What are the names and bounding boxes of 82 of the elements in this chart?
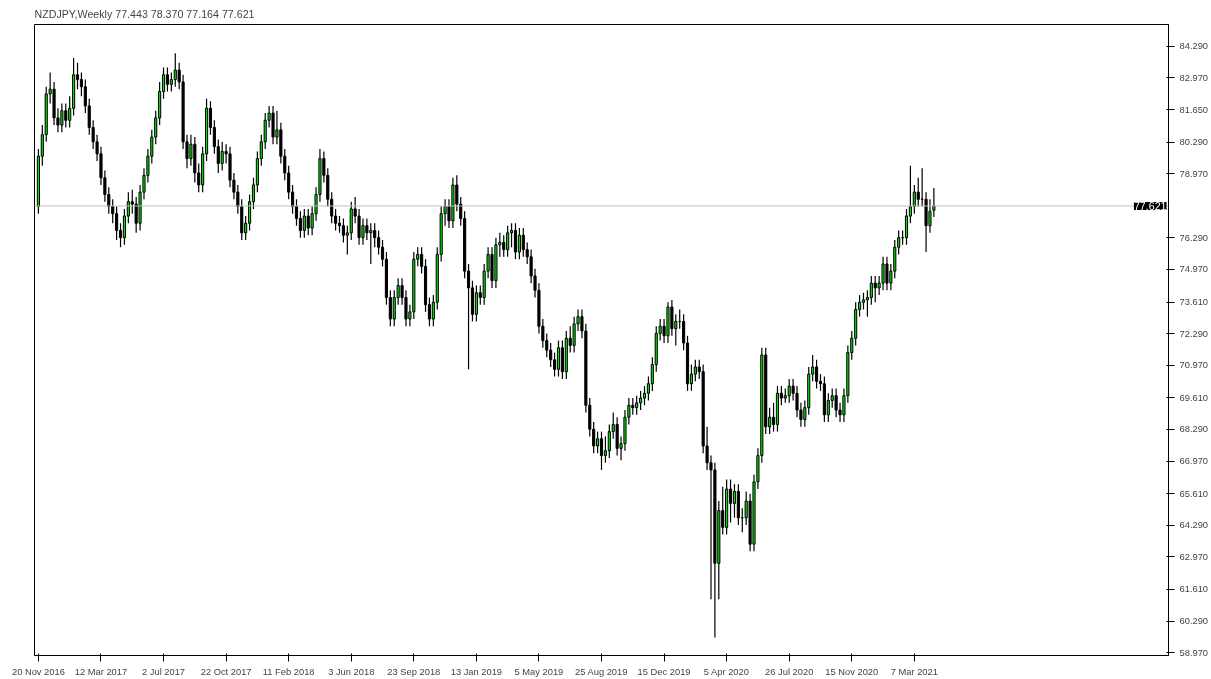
y-tick-label: 80.290 xyxy=(1179,137,1209,148)
y-tick-label: 81.650 xyxy=(1179,104,1209,115)
candlestick xyxy=(553,351,557,378)
candlestick xyxy=(64,102,68,129)
y-tick-label: 58.970 xyxy=(1179,647,1209,658)
candlestick xyxy=(869,275,873,306)
x-tick-label: 25 Aug 2019 xyxy=(575,666,628,677)
candlestick xyxy=(615,416,619,457)
y-tick-label: 72.290 xyxy=(1179,328,1209,339)
candlestick xyxy=(349,201,353,241)
y-tick-label: 62.970 xyxy=(1179,551,1209,562)
candlestick xyxy=(502,234,506,258)
x-tick-label: 5 Apr 2020 xyxy=(703,666,749,677)
x-tick-label: 15 Nov 2020 xyxy=(825,666,879,677)
ref-line-label: 77.621 xyxy=(1133,199,1167,212)
y-tick-label: 76.290 xyxy=(1179,232,1209,243)
candlestick xyxy=(361,217,365,246)
candlestick xyxy=(306,208,310,236)
candlestick xyxy=(728,478,733,524)
candlestick xyxy=(599,431,604,471)
y-tick-label: 69.610 xyxy=(1179,392,1209,403)
y-tick-label: 84.290 xyxy=(1179,41,1209,52)
candlestick xyxy=(549,342,553,368)
x-tick-label: 2 Jul 2017 xyxy=(142,666,186,677)
candlestick xyxy=(392,289,396,327)
y-tick-label: 65.610 xyxy=(1179,488,1209,499)
x-tick-label: 5 May 2019 xyxy=(514,666,564,677)
candlestick xyxy=(60,102,64,133)
x-tick-label: 11 Feb 2018 xyxy=(262,666,315,677)
candlestick xyxy=(513,222,518,260)
candlestick xyxy=(271,105,275,145)
candlestick xyxy=(556,340,561,378)
candlestick xyxy=(814,359,819,390)
y-tick-label: 61.610 xyxy=(1179,584,1209,595)
candlestick xyxy=(596,431,600,454)
y-tick-label: 66.970 xyxy=(1179,456,1209,467)
candlestick xyxy=(294,198,299,227)
candlestick xyxy=(165,67,170,93)
candlestick xyxy=(834,387,838,418)
candlestick xyxy=(298,210,302,239)
x-tick-label: 23 Sep 2018 xyxy=(387,666,441,677)
candlestick xyxy=(474,284,478,323)
candlestick xyxy=(639,390,643,411)
candlestick xyxy=(369,222,373,265)
candlestick xyxy=(373,222,377,248)
y-tick-label: 74.970 xyxy=(1179,264,1209,275)
candlestick xyxy=(787,378,791,404)
x-tick-label: 22 Oct 2017 xyxy=(200,666,252,677)
candlestick xyxy=(642,385,647,406)
candlestick xyxy=(603,435,607,464)
candlestick xyxy=(885,256,889,291)
x-tick-label: 26 Jul 2020 xyxy=(765,666,814,677)
y-tick-label: 78.970 xyxy=(1179,168,1209,179)
candlestick xyxy=(732,483,737,519)
x-tick-label: 13 Jan 2019 xyxy=(450,666,503,677)
x-tick-label: 15 Dec 2019 xyxy=(637,666,691,677)
candlestick xyxy=(302,208,306,239)
candlestick xyxy=(635,395,639,416)
y-tick-label: 64.290 xyxy=(1179,520,1209,531)
y-tick-label: 73.610 xyxy=(1179,297,1209,308)
y-tick-label: 60.290 xyxy=(1179,616,1209,627)
x-tick-label: 3 Jun 2018 xyxy=(328,666,375,677)
candlestick xyxy=(521,227,525,258)
candlestick xyxy=(517,227,521,260)
candlestick xyxy=(341,217,345,244)
x-tick-label: 12 Mar 2017 xyxy=(74,666,128,677)
candlestick xyxy=(607,423,611,459)
candlestick xyxy=(115,205,119,241)
candlestick xyxy=(173,52,177,88)
y-tick-label: 82.970 xyxy=(1179,72,1209,83)
candlestick xyxy=(881,256,885,291)
candlestick xyxy=(169,71,173,93)
y-tick-label: 70.970 xyxy=(1179,360,1209,371)
candlestick xyxy=(220,141,224,172)
candlestick xyxy=(693,359,697,382)
x-tick-label: 7 Mar 2021 xyxy=(890,666,938,677)
y-tick-label: 68.290 xyxy=(1179,424,1209,435)
candlestick xyxy=(506,225,510,258)
candlestick xyxy=(560,340,564,380)
candlestick xyxy=(873,275,877,303)
x-tick-label: 20 Nov 2016 xyxy=(11,666,65,677)
chart-title: NZDJPY,Weekly 77.443 78.370 77.164 77.621 xyxy=(34,7,255,20)
